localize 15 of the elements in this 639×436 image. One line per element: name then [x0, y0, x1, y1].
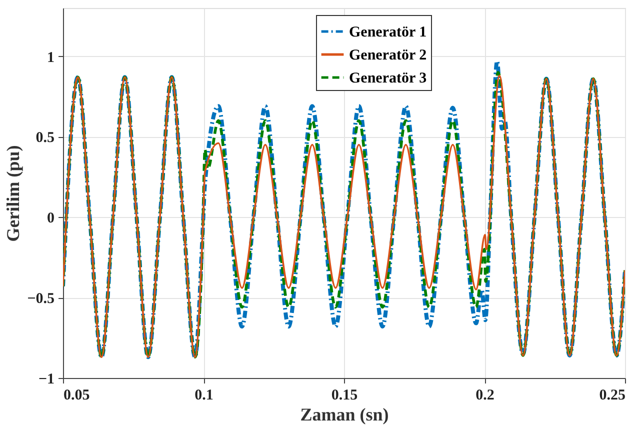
x-tick-label: 0.15: [331, 388, 358, 404]
x-tick-label: 0.1: [194, 388, 214, 404]
y-tick-label: −0.5: [27, 291, 54, 308]
legend-label: Generatör 1: [349, 24, 427, 40]
y-tick-label: −1: [38, 372, 54, 388]
legend-label: Generatör 3: [349, 70, 427, 86]
x-axis-title: Zaman (sn): [300, 404, 389, 424]
y-axis-title: Gerilim (pu): [3, 145, 24, 242]
x-tick-label: 0.05: [64, 388, 90, 404]
legend-label: Generatör 2: [349, 48, 427, 64]
x-tick-label: 0.2: [476, 388, 494, 404]
y-tick-label: 0: [47, 210, 54, 227]
y-tick-label: 1: [47, 50, 54, 66]
x-tick-label: 0.25: [599, 388, 626, 404]
y-tick-label: 0.5: [36, 130, 54, 146]
